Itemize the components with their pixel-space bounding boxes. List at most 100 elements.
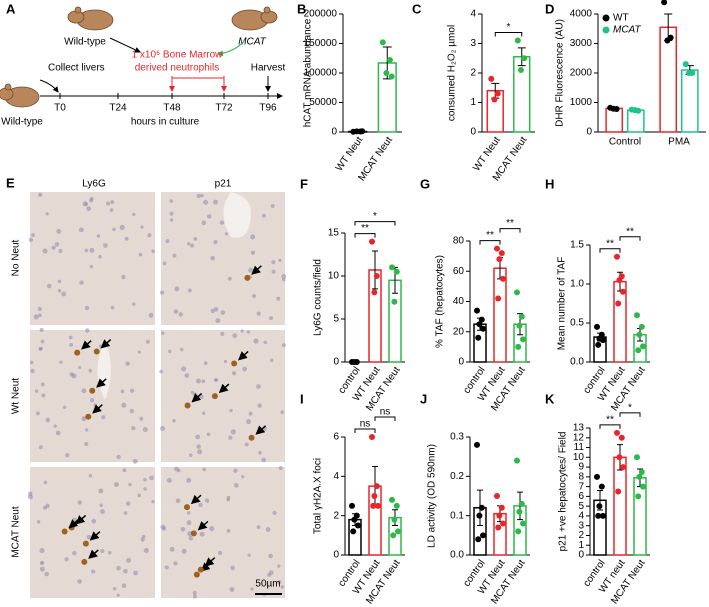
nucleus	[280, 585, 285, 589]
y-tick-label: 10	[328, 271, 340, 282]
nucleus	[77, 579, 82, 584]
nucleus	[189, 243, 195, 248]
nucleus	[176, 468, 181, 473]
data-point	[371, 289, 378, 296]
timepoint: T48	[163, 103, 181, 114]
nucleus	[86, 534, 92, 540]
data-point	[595, 512, 602, 519]
significance-label: **	[506, 218, 514, 229]
nucleus	[91, 518, 97, 524]
nucleus	[253, 338, 259, 344]
nucleus	[116, 454, 121, 460]
nucleus	[151, 500, 155, 504]
data-point	[594, 323, 600, 330]
nucleus	[203, 199, 209, 205]
stained-cell	[193, 571, 200, 578]
y-tick-label: 11	[574, 442, 585, 453]
stained-cell	[82, 540, 89, 547]
nucleus	[280, 410, 285, 415]
data-point	[369, 238, 375, 245]
data-point	[618, 434, 625, 441]
nucleus	[192, 594, 198, 599]
nucleus	[121, 583, 127, 589]
y-tick-label: 4	[333, 471, 339, 482]
data-point	[514, 37, 521, 44]
arrow	[238, 350, 249, 361]
nucleus	[220, 331, 225, 337]
legend-marker	[602, 26, 610, 34]
nucleus	[248, 411, 253, 416]
data-point	[521, 55, 528, 62]
nucleus	[278, 258, 282, 263]
vessel	[223, 192, 251, 238]
data-point	[480, 325, 486, 332]
data-point	[494, 90, 501, 97]
nucleus	[143, 547, 149, 554]
data-point	[474, 441, 480, 448]
nucleus	[110, 305, 115, 310]
nucleus	[172, 418, 176, 423]
legend-label: WT	[613, 13, 629, 24]
y-tick-label: 80	[453, 236, 465, 247]
y-tick-label: 2	[333, 510, 339, 521]
nucleus	[200, 193, 204, 198]
significance-bracket	[494, 32, 523, 37]
bar	[605, 107, 624, 133]
y-axis-label: Ly6G counts/field	[313, 259, 324, 336]
data-point	[350, 528, 357, 535]
micrograph	[161, 192, 285, 325]
timepoint: T96	[259, 103, 277, 114]
y-tick-label: 0.0	[570, 357, 584, 368]
data-point	[596, 503, 603, 510]
nucleus	[186, 511, 191, 515]
nucleus	[248, 267, 254, 273]
y-tick-label: 0	[333, 550, 339, 561]
significance-bracket	[499, 228, 521, 233]
panel-label: G	[420, 176, 430, 191]
nucleus	[41, 393, 46, 398]
data-point	[475, 334, 482, 341]
significance-bracket	[619, 412, 641, 417]
data-point	[636, 331, 643, 338]
nucleus	[229, 408, 233, 413]
data-point	[355, 522, 361, 529]
nucleus	[142, 426, 148, 433]
y-tick-label: 6	[333, 432, 339, 443]
data-point	[373, 483, 380, 490]
nucleus	[251, 293, 257, 299]
nucleus	[110, 200, 115, 205]
y-tick-label: 60	[453, 266, 465, 277]
significance-label: ns	[380, 407, 391, 418]
nucleus	[37, 306, 43, 312]
y-tick-label: 4	[578, 511, 584, 522]
significance-label: **	[361, 223, 369, 234]
nucleus	[116, 565, 121, 571]
nucleus	[78, 365, 82, 370]
data-point	[393, 268, 400, 275]
data-point	[634, 312, 640, 319]
y-tick-label: 8	[578, 471, 584, 482]
nucleus	[59, 360, 63, 364]
data-point	[475, 536, 482, 543]
nucleus	[119, 224, 125, 231]
y-axis-label: p21 +ve hepatocytes/ Field	[558, 432, 569, 552]
legend-label: MCAT	[613, 25, 641, 36]
nucleus	[187, 531, 193, 537]
y-tick-label: 0.0	[450, 550, 464, 561]
nucleus	[230, 429, 236, 435]
data-point	[635, 347, 642, 354]
nucleus	[195, 378, 201, 384]
nucleus	[230, 565, 235, 571]
nucleus	[240, 329, 244, 333]
significance-label: ns	[360, 419, 371, 430]
data-point	[600, 512, 606, 519]
collect-label: Collect livers	[48, 63, 105, 74]
nucleus	[172, 253, 177, 258]
nucleus	[33, 314, 39, 320]
data-point	[682, 61, 689, 68]
nucleus	[206, 214, 212, 219]
donor-label: MCAT	[238, 37, 266, 48]
harvest-label: Harvest	[251, 63, 286, 74]
nucleus	[193, 392, 198, 397]
bar	[633, 477, 647, 556]
